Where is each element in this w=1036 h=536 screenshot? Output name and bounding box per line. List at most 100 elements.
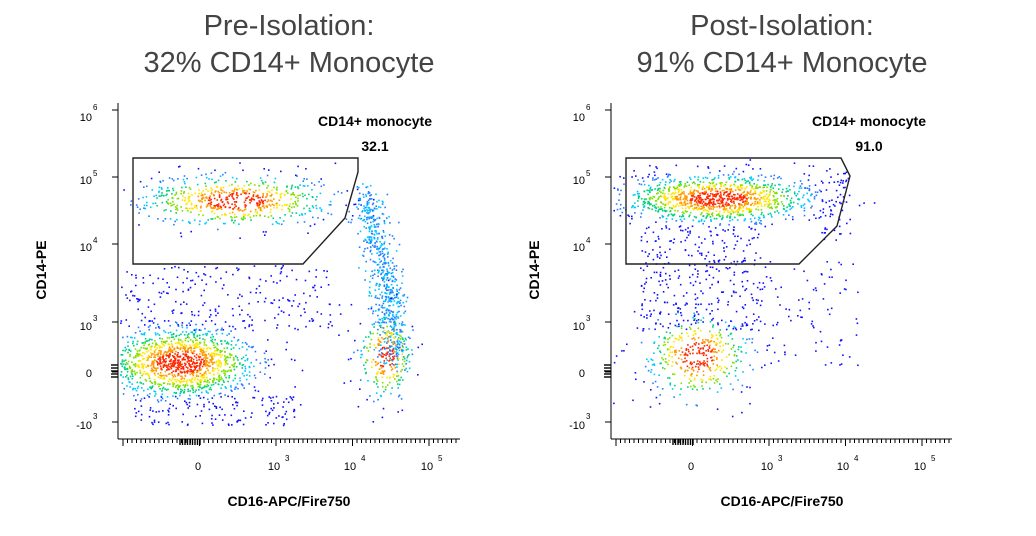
scatter-point	[657, 188, 660, 190]
scatter-point	[224, 355, 226, 357]
scatter-point	[371, 323, 374, 326]
scatter-point	[758, 201, 761, 204]
scatter-point	[179, 392, 181, 395]
scatter-point	[227, 423, 230, 425]
scatter-point	[375, 392, 378, 394]
scatter-point	[143, 333, 145, 335]
scatter-point	[391, 360, 394, 362]
scatter-point	[396, 383, 399, 385]
scatter-point	[745, 194, 747, 196]
scatter-point	[640, 216, 642, 218]
scatter-point	[190, 230, 192, 233]
scatter-point	[733, 202, 735, 204]
scatter-point	[152, 410, 154, 412]
scatter-point	[383, 318, 386, 320]
scatter-point	[232, 379, 235, 382]
scatter-point	[387, 317, 389, 320]
scatter-point	[178, 266, 180, 269]
scatter-point	[771, 183, 773, 185]
scatter-point	[742, 195, 745, 197]
scatter-point	[731, 198, 734, 200]
scatter-point	[791, 216, 794, 218]
scatter-point	[722, 371, 725, 373]
scatter-point	[146, 351, 148, 353]
scatter-point	[689, 326, 691, 329]
scatter-point	[157, 358, 160, 361]
scatter-point	[227, 356, 229, 359]
scatter-point	[216, 348, 218, 350]
scatter-point	[722, 204, 725, 207]
scatter-point	[236, 192, 238, 195]
scatter-point	[389, 346, 391, 348]
scatter-point	[201, 279, 203, 281]
scatter-point	[367, 192, 370, 195]
scatter-point	[220, 356, 222, 358]
scatter-point	[132, 375, 134, 377]
scatter-point	[282, 220, 285, 222]
scatter-point	[159, 377, 161, 379]
scatter-point	[665, 203, 667, 205]
scatter-point	[358, 192, 361, 195]
scatter-point	[214, 308, 217, 311]
scatter-point	[217, 353, 219, 356]
scatter-point	[128, 349, 130, 351]
scatter-point	[134, 363, 137, 365]
scatter-point	[738, 188, 740, 191]
scatter-point	[688, 215, 690, 218]
scatter-point	[689, 189, 692, 191]
scatter-point	[763, 205, 766, 207]
scatter-point	[182, 353, 184, 355]
scatter-point	[658, 208, 661, 211]
scatter-point	[706, 363, 708, 366]
scatter-point	[230, 330, 232, 332]
scatter-point	[155, 342, 157, 344]
scatter-point	[763, 186, 765, 189]
scatter-point	[398, 292, 400, 294]
scatter-point	[248, 276, 250, 279]
scatter-point	[700, 363, 703, 365]
scatter-point	[198, 343, 201, 345]
scatter-point	[668, 354, 670, 356]
scatter-point	[656, 167, 658, 170]
scatter-point	[634, 193, 636, 196]
scatter-point	[691, 197, 694, 200]
scatter-point	[740, 193, 743, 196]
scatter-point	[748, 239, 750, 242]
scatter-point	[233, 407, 236, 410]
scatter-point	[236, 404, 238, 407]
scatter-point	[652, 382, 654, 385]
scatter-point	[756, 351, 759, 353]
scatter-point	[390, 369, 393, 371]
scatter-point	[228, 191, 231, 194]
scatter-point	[223, 191, 226, 193]
scatter-point	[818, 189, 821, 192]
scatter-point	[732, 346, 734, 349]
scatter-point	[739, 196, 741, 198]
scatter-point	[288, 205, 291, 207]
scatter-point	[377, 337, 380, 339]
scatter-point	[711, 198, 713, 201]
scatter-point	[214, 217, 216, 220]
scatter-point	[297, 186, 299, 188]
scatter-point	[285, 348, 287, 351]
scatter-point	[142, 282, 145, 284]
scatter-point	[407, 336, 410, 339]
scatter-point	[197, 310, 200, 313]
scatter-point	[705, 190, 707, 193]
scatter-point	[258, 207, 260, 209]
scatter-point	[231, 194, 233, 197]
scatter-point	[683, 354, 686, 356]
scatter-point	[822, 211, 824, 214]
scatter-point	[187, 390, 189, 392]
scatter-point	[719, 334, 721, 337]
scatter-point	[369, 246, 372, 248]
scatter-point	[704, 238, 706, 240]
scatter-point	[401, 363, 404, 365]
scatter-point	[746, 194, 748, 197]
scatter-point	[243, 209, 246, 211]
scatter-point	[739, 207, 742, 210]
scatter-point	[711, 215, 714, 217]
scatter-point	[246, 348, 248, 351]
scatter-point	[687, 227, 689, 229]
scatter-point	[205, 350, 208, 353]
